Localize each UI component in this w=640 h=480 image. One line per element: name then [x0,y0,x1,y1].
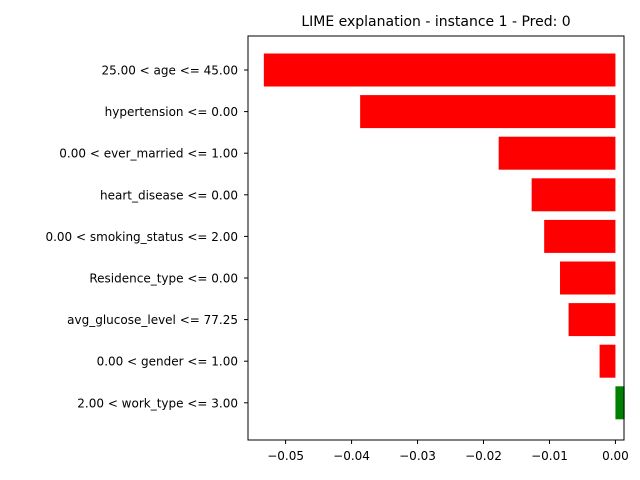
bar-8 [615,386,625,420]
bar-6 [568,303,616,337]
x-tick-label: −0.03 [399,449,436,463]
bar-7 [599,344,616,378]
y-tick-label: Residence_type <= 0.00 [89,272,238,286]
y-tick-label: avg_glucose_level <= 77.25 [67,313,238,327]
x-tick-label: −0.01 [531,449,568,463]
y-tick-label: 2.00 < work_type <= 3.00 [77,396,238,410]
chart-title: LIME explanation - instance 1 - Pred: 0 [301,14,570,30]
bar-2 [498,136,616,170]
y-tick-labels: 25.00 < age <= 45.00 hypertension <= 0.00… [45,64,248,410]
bar-4 [544,219,616,253]
plot-frame [247,35,625,441]
bar-3 [531,178,616,212]
x-tick-label: −0.05 [267,449,304,463]
bars [263,53,625,420]
x-tick-label: −0.02 [465,449,502,463]
y-tick-label: hypertension <= 0.00 [105,105,238,119]
y-tick-label: 0.00 < smoking_status <= 2.00 [45,230,238,244]
bar-1 [360,95,616,129]
bar-0 [263,53,616,87]
y-tick-label: heart_disease <= 0.00 [100,188,238,202]
x-tick-label: 0.00 [602,449,629,463]
y-tick-label: 0.00 < gender <= 1.00 [97,355,238,369]
bar-5 [560,261,616,295]
y-tick-label: 0.00 < ever_married <= 1.00 [59,147,238,161]
x-tick-label: −0.04 [333,449,370,463]
x-ticks: −0.05 −0.04 −0.03 −0.02 −0.01 0.00 [267,440,629,463]
y-tick-label: 25.00 < age <= 45.00 [102,64,238,78]
